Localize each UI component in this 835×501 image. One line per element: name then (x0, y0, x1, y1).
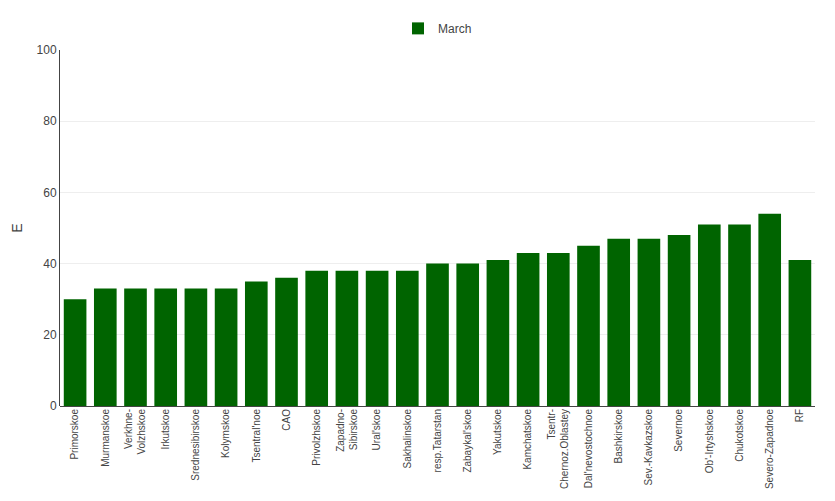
svg-text:Ob'-Irtyshskoe: Ob'-Irtyshskoe (704, 409, 715, 474)
svg-text:Tsentral'noe: Tsentral'noe (251, 409, 262, 463)
svg-text:Sev.-Kavkazskoe: Sev.-Kavkazskoe (643, 409, 654, 486)
svg-text:resp.Tatarstan: resp.Tatarstan (432, 409, 443, 472)
svg-text:Primorskoe: Primorskoe (69, 409, 80, 460)
svg-text:0: 0 (50, 399, 57, 413)
svg-text:Dal'nevostochnoe: Dal'nevostochnoe (583, 409, 594, 489)
svg-text:100: 100 (37, 43, 57, 57)
svg-text:Severo-Zapadnoe: Severo-Zapadnoe (764, 409, 775, 489)
svg-text:Ural'skoe: Ural'skoe (371, 409, 382, 451)
svg-text:Privolzhskoe: Privolzhskoe (311, 409, 322, 466)
svg-text:RF: RF (794, 409, 805, 422)
svg-text:Yakutskoe: Yakutskoe (492, 409, 503, 455)
svg-text:Kamchatskoe: Kamchatskoe (522, 409, 533, 470)
svg-text:Zabaykal'skoe: Zabaykal'skoe (462, 409, 473, 473)
svg-text:Kolymskoe: Kolymskoe (220, 409, 231, 458)
svg-text:Zapadno-Sibirskoe: Zapadno-Sibirskoe (335, 409, 359, 452)
svg-text:Severnoe: Severnoe (673, 409, 684, 452)
svg-text:E: E (9, 223, 25, 232)
svg-text:Tsentr-Chernoz.Oblastey: Tsentr-Chernoz.Oblastey (546, 409, 570, 489)
svg-text:Bashkirskoe: Bashkirskoe (613, 409, 624, 464)
svg-text:CAO: CAO (281, 409, 292, 431)
svg-text:Sakhalinskoe: Sakhalinskoe (402, 409, 413, 469)
svg-text:40: 40 (43, 257, 57, 271)
svg-text:Srednesibirskoe: Srednesibirskoe (190, 409, 201, 481)
svg-text:20: 20 (43, 328, 57, 342)
svg-text:60: 60 (43, 186, 57, 200)
svg-text:March: March (438, 22, 471, 36)
svg-text:80: 80 (43, 114, 57, 128)
svg-text:Verkhne-Volzhskoe: Verkhne-Volzhskoe (123, 409, 147, 455)
svg-text:Chukotskoe: Chukotskoe (734, 409, 745, 462)
svg-text:Irkutskoe: Irkutskoe (160, 409, 171, 450)
svg-text:Murmanskoe: Murmanskoe (100, 409, 111, 467)
